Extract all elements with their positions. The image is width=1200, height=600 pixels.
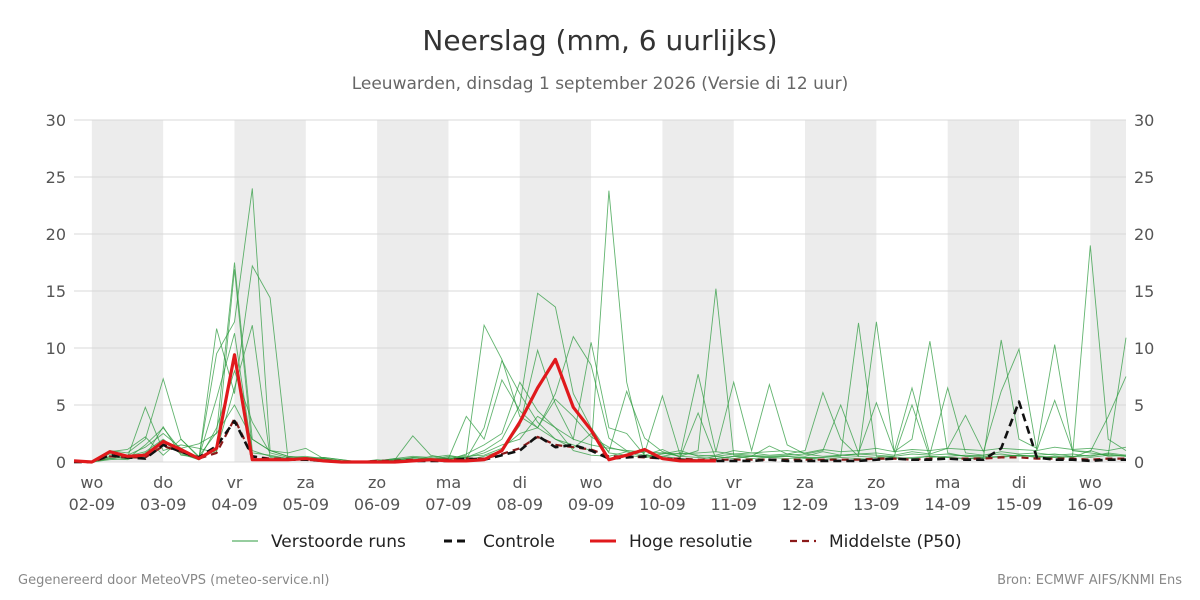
y-tick-label: 5 [56, 396, 66, 415]
x-tick-date: 05-09 [283, 495, 330, 514]
grid-lines [74, 119, 1126, 463]
y-axis-left: 0 5 10 15 20 25 30 [46, 111, 66, 472]
y-tick-label: 20 [1134, 225, 1154, 244]
y-tick-label: 30 [1134, 111, 1154, 130]
y-axis-right: 0 5 10 15 20 25 30 [1134, 111, 1154, 472]
y-tick-label: 15 [46, 282, 66, 301]
x-tick-weekday: vr [226, 473, 242, 492]
x-tick-weekday: ma [935, 473, 960, 492]
legend-label: Controle [483, 532, 555, 552]
x-tick-date: 03-09 [140, 495, 187, 514]
x-tick-weekday: ma [436, 473, 461, 492]
legend-label: Hoge resolutie [629, 532, 753, 552]
footer-generated-by: Gegenereerd door MeteoVPS (meteo-service… [18, 573, 330, 588]
control-line [74, 400, 1126, 464]
x-tick-weekday: zo [368, 473, 386, 492]
y-tick-label: 10 [1134, 339, 1154, 358]
y-tick-label: 25 [46, 168, 66, 187]
x-tick-date: 12-09 [782, 495, 829, 514]
x-tick-weekday: do [652, 473, 672, 492]
y-tick-label: 25 [1134, 168, 1154, 187]
highres-line [73, 353, 716, 464]
x-tick-date: 16-09 [1067, 495, 1114, 514]
ensemble-member-line [74, 269, 1127, 463]
x-tick-weekday: zo [867, 473, 885, 492]
x-tick-weekday: di [512, 473, 527, 492]
x-tick-weekday: za [796, 473, 814, 492]
x-tick-date: 07-09 [425, 495, 472, 514]
x-axis: wo 02-09 do 03-09 vr 04-09 za 05-09 zo 06-09 ma 07-… [69, 473, 1114, 514]
chart-subtitle: Leeuwarden, dinsdag 1 september 2026 (Ve… [352, 74, 849, 94]
x-tick-date: 09-09 [568, 495, 615, 514]
x-tick-date: 06-09 [354, 495, 401, 514]
x-tick-weekday: wo [1079, 473, 1102, 492]
x-tick-weekday: wo [580, 473, 603, 492]
x-tick-date: 14-09 [924, 495, 971, 514]
x-tick-date: 13-09 [853, 495, 900, 514]
x-tick-date: 10-09 [639, 495, 686, 514]
x-tick-weekday: di [1012, 473, 1027, 492]
legend-label: Middelste (P50) [829, 532, 962, 552]
x-tick-weekday: za [297, 473, 315, 492]
y-tick-label: 30 [46, 111, 66, 130]
x-tick-date: 02-09 [69, 495, 116, 514]
chart-title: Neerslag (mm, 6 uurlijks) [422, 24, 777, 57]
x-tick-weekday: do [153, 473, 173, 492]
y-tick-label: 0 [56, 453, 66, 472]
y-tick-label: 5 [1134, 396, 1144, 415]
x-tick-date: 04-09 [211, 495, 258, 514]
ensemble-member-line [74, 325, 1127, 463]
legend-label: Verstoorde runs [271, 532, 406, 552]
x-tick-date: 08-09 [497, 495, 544, 514]
x-tick-weekday: vr [726, 473, 742, 492]
x-tick-date: 11-09 [710, 495, 757, 514]
legend: Verstoorde runs Controle Hoge resolutie Mid… [232, 532, 962, 552]
y-tick-label: 20 [46, 225, 66, 244]
y-tick-label: 10 [46, 339, 66, 358]
main-series-lines [73, 353, 1126, 464]
y-tick-label: 15 [1134, 282, 1154, 301]
footer-source: Bron: ECMWF AIFS/KNMI Ens [997, 573, 1182, 588]
x-tick-date: 15-09 [996, 495, 1043, 514]
x-tick-weekday: wo [80, 473, 103, 492]
y-tick-label: 0 [1134, 453, 1144, 472]
